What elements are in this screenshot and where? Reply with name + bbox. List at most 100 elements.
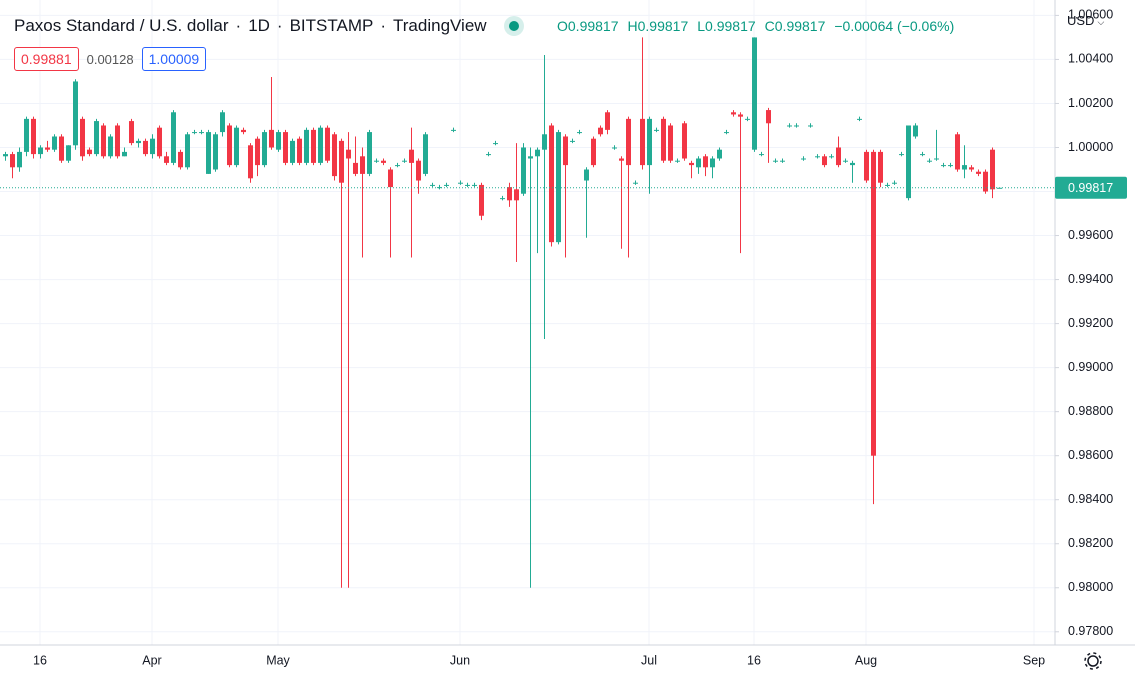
candle-body bbox=[549, 125, 554, 243]
candle-body bbox=[724, 132, 729, 134]
ohlc-value: 0.99817 bbox=[705, 18, 756, 34]
candle-body bbox=[353, 162, 358, 174]
candle-body bbox=[332, 134, 337, 177]
candle-body bbox=[633, 182, 638, 184]
candle-body bbox=[80, 118, 85, 157]
candle-body bbox=[346, 149, 351, 159]
candle-body bbox=[542, 134, 547, 150]
candle-body bbox=[234, 127, 239, 166]
candle-body bbox=[857, 118, 862, 120]
candle-body bbox=[934, 158, 939, 160]
candle-body bbox=[843, 160, 848, 162]
candle-body bbox=[514, 189, 519, 201]
settings-icon[interactable] bbox=[1084, 652, 1102, 670]
candle-body bbox=[199, 132, 204, 134]
candle-body bbox=[171, 112, 176, 163]
candle-body bbox=[983, 171, 988, 192]
candle-body bbox=[493, 143, 498, 145]
y-tick-label: 0.99000 bbox=[1068, 360, 1113, 374]
candle-body bbox=[269, 129, 274, 148]
candle-body bbox=[563, 136, 568, 166]
ohlc-value: 0.99817 bbox=[774, 18, 826, 34]
candle-body bbox=[486, 154, 491, 156]
candle-body bbox=[52, 136, 57, 150]
candle-body bbox=[955, 134, 960, 170]
candle-body bbox=[45, 147, 50, 150]
ohlc-key: H bbox=[627, 18, 638, 34]
grid bbox=[0, 0, 1055, 645]
candle-body bbox=[220, 112, 225, 133]
candle-body bbox=[94, 121, 99, 155]
candle-body bbox=[164, 156, 169, 163]
candle-body bbox=[283, 132, 288, 163]
interval[interactable]: 1D bbox=[248, 16, 270, 35]
candle-body bbox=[73, 81, 78, 146]
x-tick-label: May bbox=[266, 653, 290, 667]
bid-ask: 0.99881 0.00128 1.00009 bbox=[14, 47, 207, 71]
candle-body bbox=[906, 125, 911, 199]
candle-body bbox=[451, 129, 456, 131]
y-tick-label: 1.00200 bbox=[1068, 96, 1113, 110]
candle-body bbox=[66, 145, 71, 161]
x-tick-label: Jun bbox=[450, 653, 470, 667]
header: Paxos Standard / U.S. dollar · 1D · BITSTA… bbox=[14, 14, 519, 38]
market-status[interactable] bbox=[508, 21, 519, 31]
y-tick-label: 0.98200 bbox=[1068, 536, 1113, 550]
ask[interactable]: 1.00009 bbox=[141, 47, 207, 71]
candle-body bbox=[213, 134, 218, 170]
x-tick-label: Apr bbox=[142, 653, 161, 667]
candle-body bbox=[185, 134, 190, 168]
x-tick-label: 16 bbox=[747, 653, 761, 667]
candle-body bbox=[899, 154, 904, 156]
candle-body bbox=[598, 127, 603, 135]
candle-body bbox=[878, 151, 883, 183]
candle-body bbox=[808, 125, 813, 127]
candle-body bbox=[87, 149, 92, 155]
x-tick-label: Sep bbox=[1023, 653, 1045, 667]
candle-body bbox=[136, 140, 141, 144]
candle-body bbox=[276, 132, 281, 150]
candle-body bbox=[794, 125, 799, 127]
candle-body bbox=[661, 118, 666, 161]
x-tick-label: 16 bbox=[33, 653, 47, 667]
candle-body bbox=[430, 184, 435, 186]
candle-body bbox=[444, 184, 449, 186]
candle-body bbox=[24, 118, 29, 152]
candle-body bbox=[787, 125, 792, 127]
ohlc-legend: O 0.99817 H 0.99817 L 0.99817 C 0.99817 −0.00064… bbox=[548, 18, 954, 34]
candle-body bbox=[367, 132, 372, 174]
candle-body bbox=[395, 165, 400, 167]
candle-body bbox=[31, 118, 36, 155]
candle-body bbox=[325, 127, 330, 161]
candle-body bbox=[717, 149, 722, 159]
y-tick-label: 0.98400 bbox=[1068, 492, 1113, 506]
exchange: BITSTAMP bbox=[289, 16, 374, 35]
y-tick-label: 0.99400 bbox=[1068, 272, 1113, 286]
candle-body bbox=[59, 136, 64, 161]
candle-body bbox=[668, 125, 673, 161]
candle-body bbox=[143, 140, 148, 155]
candle-body bbox=[626, 118, 631, 166]
candle-body bbox=[17, 151, 22, 168]
candle-body bbox=[255, 138, 260, 166]
candle-body bbox=[262, 132, 267, 166]
candle-body bbox=[731, 112, 736, 115]
y-tick-label: 0.99600 bbox=[1068, 228, 1113, 242]
candle-body bbox=[654, 129, 659, 131]
candle-body bbox=[619, 158, 624, 161]
candle-body bbox=[780, 160, 785, 162]
bid[interactable]: 0.99881 bbox=[14, 47, 79, 71]
candle-body bbox=[612, 147, 617, 149]
candle-body bbox=[885, 184, 890, 186]
source: TradingView bbox=[393, 16, 487, 35]
candle-body bbox=[10, 154, 15, 168]
candle-body bbox=[437, 187, 442, 189]
currency-select[interactable]: USD ⌵ bbox=[1067, 13, 1105, 28]
candle-body bbox=[710, 158, 715, 168]
candle-body bbox=[178, 151, 183, 168]
symbol-title[interactable]: Paxos Standard / U.S. dollar bbox=[14, 16, 229, 35]
candle-body bbox=[976, 171, 981, 174]
candle-body bbox=[682, 123, 687, 159]
